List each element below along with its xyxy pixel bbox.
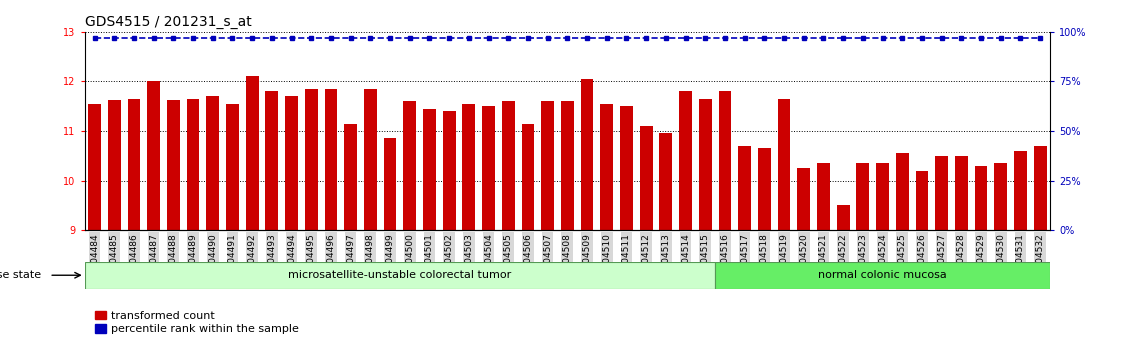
Bar (226, 104, 239, 230)
Bar (778, 99, 790, 230)
Bar (620, 106, 633, 230)
Bar (147, 81, 160, 230)
Bar (384, 138, 396, 230)
Bar (324, 89, 338, 230)
Bar (659, 133, 672, 230)
Bar (718, 91, 732, 230)
Bar (876, 163, 889, 230)
Bar (758, 148, 771, 230)
Bar (580, 79, 594, 230)
Bar (88, 104, 100, 230)
Bar (680, 91, 692, 230)
Bar (935, 156, 948, 230)
Bar (1034, 146, 1047, 230)
Bar (265, 91, 278, 230)
Bar (128, 99, 140, 230)
Bar (403, 101, 417, 230)
Bar (895, 153, 909, 230)
Bar (423, 109, 436, 230)
Bar (974, 166, 988, 230)
Bar (541, 101, 554, 230)
Bar (522, 124, 534, 230)
Bar (463, 104, 475, 230)
Bar (482, 106, 495, 230)
Bar (246, 76, 259, 230)
Bar (837, 205, 849, 230)
Bar (995, 163, 1007, 230)
Bar (364, 89, 377, 230)
Bar (916, 171, 928, 230)
Legend: transformed count, percentile rank within the sample: transformed count, percentile rank withi… (90, 307, 304, 339)
Bar (857, 163, 869, 230)
Bar (955, 156, 968, 230)
Bar (108, 100, 121, 230)
Bar (501, 101, 515, 230)
Text: microsatellite-unstable colorectal tumor: microsatellite-unstable colorectal tumor (288, 270, 511, 280)
Bar (344, 124, 357, 230)
Text: normal colonic mucosa: normal colonic mucosa (819, 270, 947, 280)
Bar (817, 163, 830, 230)
Bar (443, 111, 455, 230)
Bar (85, 262, 715, 289)
Bar (186, 99, 200, 230)
Bar (715, 262, 1050, 289)
Bar (738, 146, 751, 230)
Bar (797, 168, 811, 230)
Bar (1014, 151, 1026, 230)
Bar (286, 96, 298, 230)
Bar (167, 100, 180, 230)
Text: GDS4515 / 201231_s_at: GDS4515 / 201231_s_at (85, 16, 252, 29)
Bar (561, 101, 574, 230)
Bar (207, 96, 219, 230)
Text: disease state: disease state (0, 270, 42, 280)
Bar (699, 99, 711, 230)
Bar (640, 126, 653, 230)
Bar (601, 104, 613, 230)
Bar (305, 89, 317, 230)
